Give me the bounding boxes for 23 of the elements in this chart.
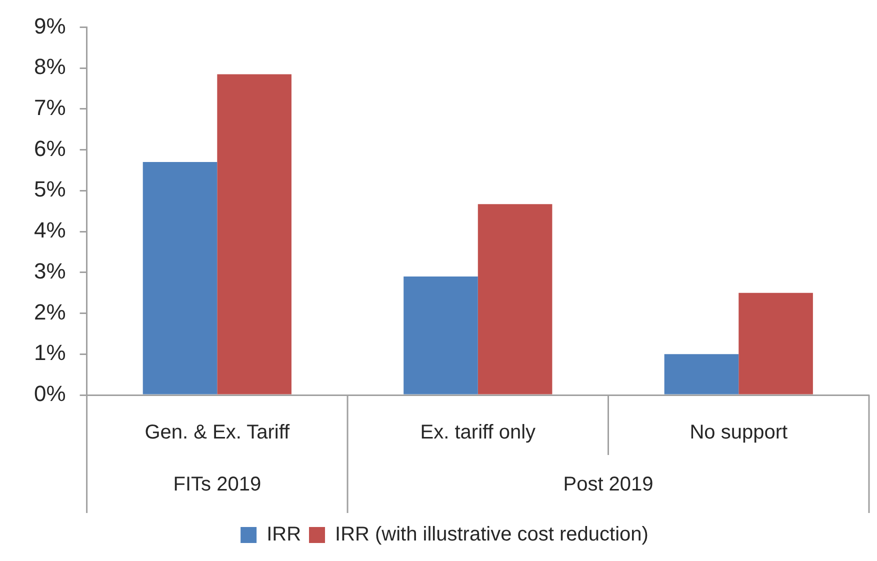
x-tick-label: Ex. tariff only bbox=[420, 422, 536, 444]
bar bbox=[478, 204, 552, 394]
text: Post 2019 bbox=[563, 474, 654, 496]
bar bbox=[738, 292, 813, 394]
y-tick-label: 2% bbox=[34, 299, 66, 324]
bar bbox=[664, 354, 739, 394]
y-tick-label: 9% bbox=[34, 13, 66, 38]
y-tick-label: 3% bbox=[34, 258, 66, 284]
x-tick-label: No support bbox=[690, 422, 788, 444]
y-tick-label: 1% bbox=[34, 340, 66, 366]
y-tick-label: 5% bbox=[34, 176, 66, 202]
legend-label: IRR (with illustrative cost reduction) bbox=[335, 524, 648, 546]
x-tick-label: Gen. & Ex. Tariff bbox=[144, 422, 290, 444]
legend-label: IRR bbox=[266, 524, 302, 546]
bar bbox=[142, 162, 218, 394]
y-tick-label: 8% bbox=[34, 54, 66, 80]
y-tick-label: 4% bbox=[34, 218, 66, 243]
text: FITs 2019 bbox=[173, 474, 262, 496]
y-tick-label: 7% bbox=[34, 94, 66, 120]
y-tick-label: 0% bbox=[34, 381, 66, 406]
bar bbox=[217, 74, 292, 394]
y-tick-label: 6% bbox=[34, 136, 66, 161]
bar bbox=[404, 276, 478, 394]
